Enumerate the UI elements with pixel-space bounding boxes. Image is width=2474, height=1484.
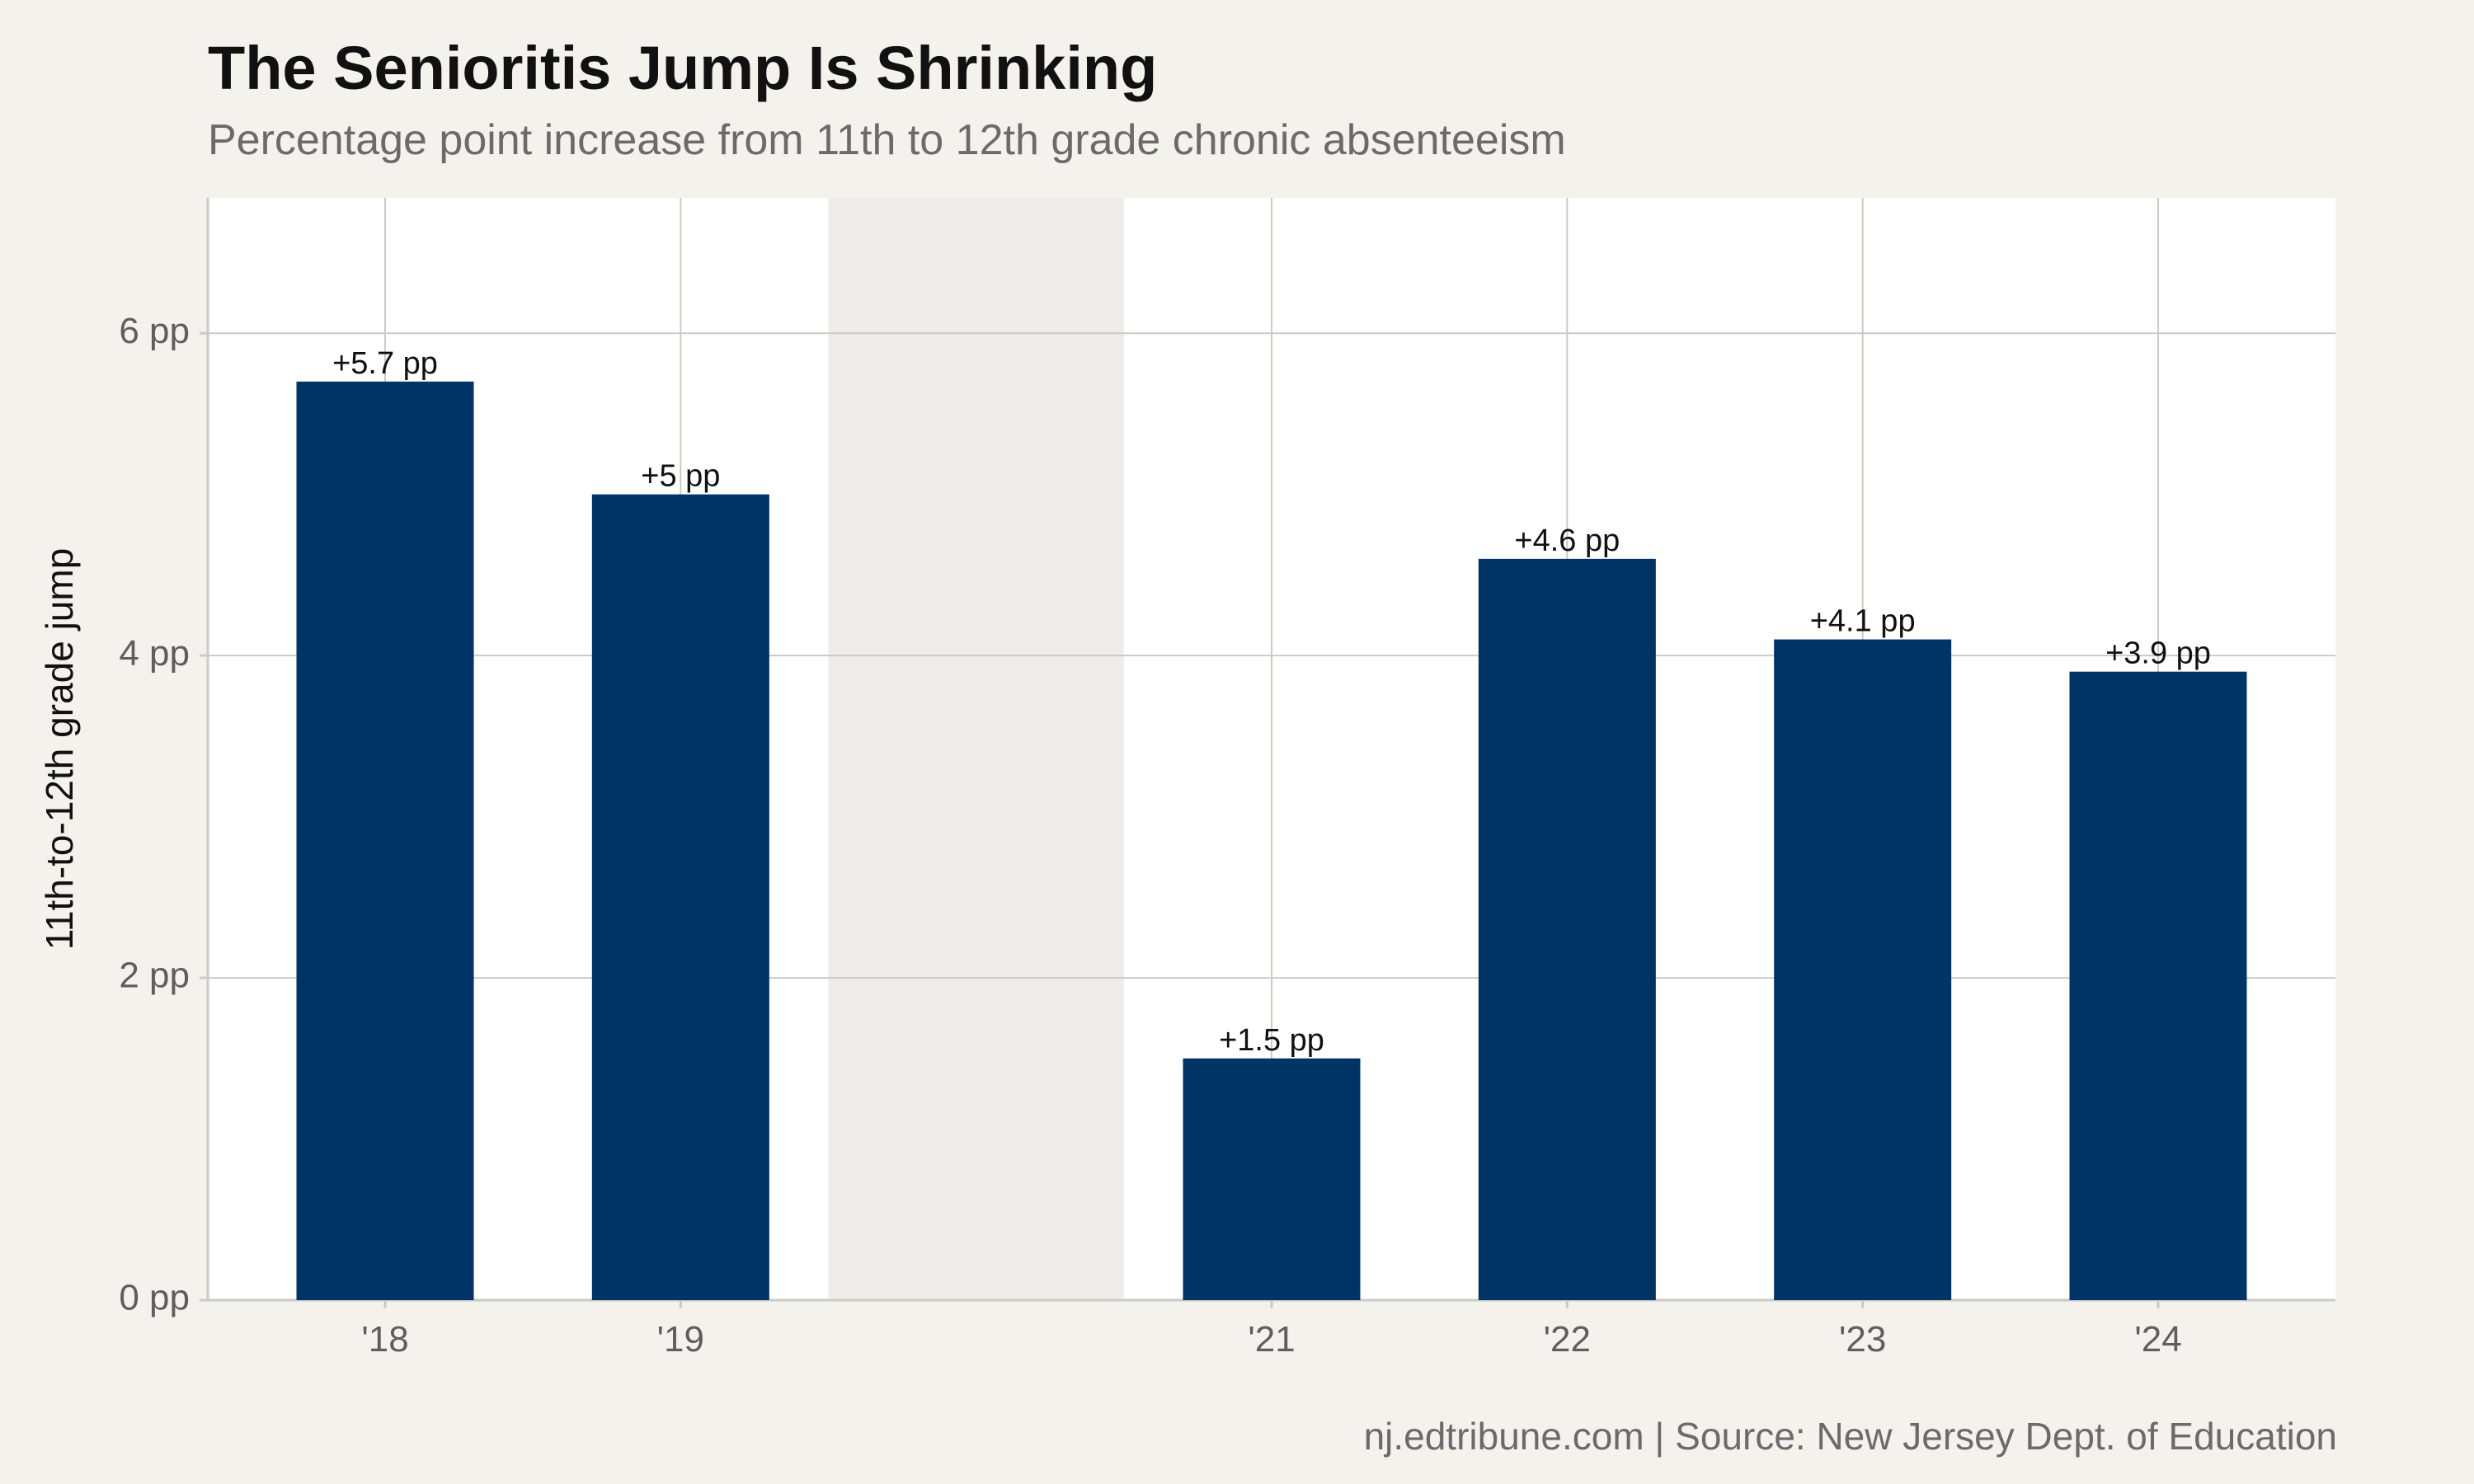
y-tick-label: 6 pp [119, 311, 190, 351]
bar-value-label: +5.7 pp [332, 346, 438, 381]
y-tick-label: 2 pp [119, 956, 190, 996]
bar-value-label: +5 pp [641, 459, 720, 494]
y-axis-title: 11th-to-12th grade jump [38, 548, 81, 951]
bar [1478, 558, 1656, 1300]
chart-subtitle: Percentage point increase from 11th to 1… [208, 116, 1566, 164]
y-tick-label: 0 pp [119, 1278, 190, 1318]
bar [1774, 639, 1952, 1300]
bar-value-label: +4.1 pp [1810, 604, 1916, 639]
x-tick-label: '19 [657, 1319, 704, 1360]
x-tick-label: '18 [361, 1319, 408, 1360]
chart-caption: nj.edtribune.com | Source: New Jersey De… [1363, 1415, 2337, 1458]
x-tick-label: '23 [1839, 1319, 1886, 1360]
shaded-gap-region [828, 198, 1124, 1300]
x-tick-label: '24 [2134, 1319, 2181, 1360]
bar-value-label: +1.5 pp [1219, 1023, 1324, 1058]
bar [296, 381, 474, 1300]
x-tick-label: '22 [1544, 1319, 1591, 1360]
bar [2069, 671, 2247, 1300]
x-tick-label: '21 [1248, 1319, 1295, 1360]
chart-title: The Senioritis Jump Is Shrinking [208, 34, 1158, 102]
bar [1183, 1058, 1361, 1300]
bar-value-label: +3.9 pp [2105, 636, 2211, 671]
bar-value-label: +4.6 pp [1514, 524, 1620, 558]
y-tick-label: 4 pp [119, 633, 190, 674]
bar [591, 494, 769, 1300]
